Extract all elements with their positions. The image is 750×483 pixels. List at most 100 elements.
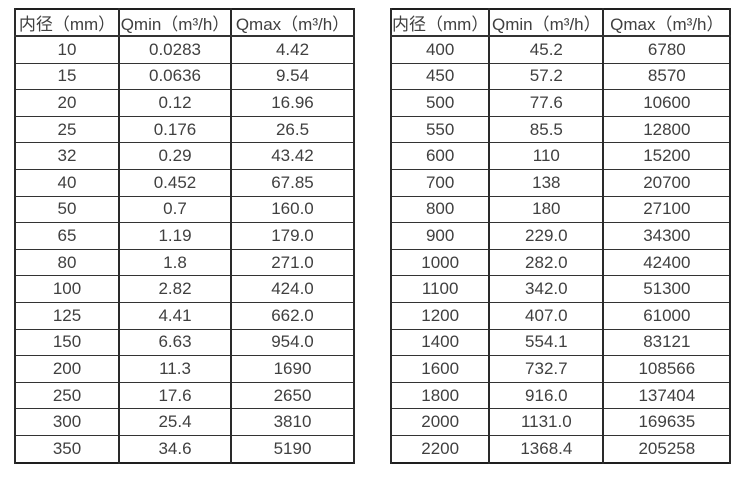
table-cell: 10600: [602, 89, 732, 117]
table-row: 900 229.0 34300: [389, 222, 732, 250]
table-cell: 1.8: [118, 248, 232, 277]
table-cell: 25: [14, 115, 120, 144]
table-cell: 500: [389, 89, 491, 117]
table-cell: 12800: [602, 115, 732, 144]
table-cell: 550: [389, 115, 491, 144]
table-row: 300 25.4 3810: [14, 408, 355, 436]
table-cell: 400: [389, 35, 491, 64]
header-row: 内径（mm） Qmin（m³/h） Qmax（m³/h）: [14, 8, 355, 37]
table-cell: 0.0636: [118, 62, 232, 91]
table-cell: 45.2: [488, 35, 605, 64]
table-cell: 34300: [602, 222, 732, 250]
column-header: Qmax（m³/h）: [230, 8, 355, 37]
table-cell: 0.0283: [118, 35, 232, 64]
table-cell: 137404: [602, 381, 732, 410]
table-row: 1000 282.0 42400: [389, 248, 732, 277]
table-cell: 6.63: [118, 328, 232, 357]
table-cell: 51300: [602, 275, 732, 303]
table-cell: 27100: [602, 195, 732, 224]
table-cell: 3810: [230, 408, 355, 436]
table-cell: 15200: [602, 142, 732, 170]
table-cell: 1600: [389, 355, 491, 383]
table-cell: 25.4: [118, 408, 232, 436]
table-cell: 67.85: [230, 168, 355, 197]
table-row: 125 4.41 662.0: [14, 301, 355, 330]
table-cell: 1000: [389, 248, 491, 277]
table-cell: 2200: [389, 434, 491, 464]
table-cell: 2650: [230, 381, 355, 410]
table-row: 250 17.6 2650: [14, 381, 355, 410]
table-cell: 26.5: [230, 115, 355, 144]
table-row: 80 1.8 271.0: [14, 248, 355, 277]
table-row: 200 11.3 1690: [14, 355, 355, 383]
table-cell: 100: [14, 275, 120, 303]
table-cell: 9.54: [230, 62, 355, 91]
table-cell: 16.96: [230, 89, 355, 117]
table-cell: 250: [14, 381, 120, 410]
table-cell: 17.6: [118, 381, 232, 410]
table-cell: 554.1: [488, 328, 605, 357]
table-row: 1400 554.1 83121: [389, 328, 732, 357]
column-header: 内径（mm）: [14, 8, 120, 37]
table-cell: 282.0: [488, 248, 605, 277]
table-row: 2200 1368.4 205258: [389, 434, 732, 464]
table-cell: 57.2: [488, 62, 605, 91]
table-cell: 80: [14, 248, 120, 277]
table-cell: 85.5: [488, 115, 605, 144]
table-cell: 800: [389, 195, 491, 224]
table-row: 500 77.6 10600: [389, 89, 732, 117]
table-cell: 61000: [602, 301, 732, 330]
table-cell: 110: [488, 142, 605, 170]
table-cell: 20: [14, 89, 120, 117]
table-cell: 271.0: [230, 248, 355, 277]
table-cell: 300: [14, 408, 120, 436]
table-row: 800 180 27100: [389, 195, 732, 224]
column-header: 内径（mm）: [389, 8, 491, 37]
flow-spec-page: 内径（mm） Qmin（m³/h） Qmax（m³/h） 10 0.0283 4.42 1…: [14, 8, 732, 464]
table-cell: 125: [14, 301, 120, 330]
flow-spec-table-large-diameters: 内径（mm） Qmin（m³/h） Qmax（m³/h） 400 45.2 6780 45…: [389, 8, 732, 464]
table-cell: 229.0: [488, 222, 605, 250]
table-cell: 5190: [230, 434, 355, 464]
table-cell: 40: [14, 168, 120, 197]
column-header: Qmin（m³/h）: [488, 8, 605, 37]
table-cell: 43.42: [230, 142, 355, 170]
table-cell: 20700: [602, 168, 732, 197]
table-cell: 450: [389, 62, 491, 91]
table-row: 65 1.19 179.0: [14, 222, 355, 250]
table-row: 1600 732.7 108566: [389, 355, 732, 383]
table-cell: 900: [389, 222, 491, 250]
table-cell: 350: [14, 434, 120, 464]
table-cell: 424.0: [230, 275, 355, 303]
table-cell: 1400: [389, 328, 491, 357]
table-cell: 407.0: [488, 301, 605, 330]
table-row: 550 85.5 12800: [389, 115, 732, 144]
table-row: 350 34.6 5190: [14, 434, 355, 464]
table-row: 10 0.0283 4.42: [14, 35, 355, 64]
table-row: 100 2.82 424.0: [14, 275, 355, 303]
table-cell: 83121: [602, 328, 732, 357]
table-row: 150 6.63 954.0: [14, 328, 355, 357]
table-cell: 42400: [602, 248, 732, 277]
table-cell: 662.0: [230, 301, 355, 330]
header-row: 内径（mm） Qmin（m³/h） Qmax（m³/h）: [389, 8, 732, 37]
table-row: 450 57.2 8570: [389, 62, 732, 91]
table-cell: 2.82: [118, 275, 232, 303]
table-cell: 4.42: [230, 35, 355, 64]
table-cell: 1800: [389, 381, 491, 410]
table-cell: 138: [488, 168, 605, 197]
column-header: Qmax（m³/h）: [602, 8, 732, 37]
table-cell: 108566: [602, 355, 732, 383]
table-row: 700 138 20700: [389, 168, 732, 197]
table-row: 600 110 15200: [389, 142, 732, 170]
table-cell: 700: [389, 168, 491, 197]
table-cell: 169635: [602, 408, 732, 436]
table-cell: 600: [389, 142, 491, 170]
table-cell: 205258: [602, 434, 732, 464]
table-row: 1200 407.0 61000: [389, 301, 732, 330]
table-cell: 0.29: [118, 142, 232, 170]
table-cell: 200: [14, 355, 120, 383]
table-cell: 11.3: [118, 355, 232, 383]
table-row: 50 0.7 160.0: [14, 195, 355, 224]
table-cell: 77.6: [488, 89, 605, 117]
